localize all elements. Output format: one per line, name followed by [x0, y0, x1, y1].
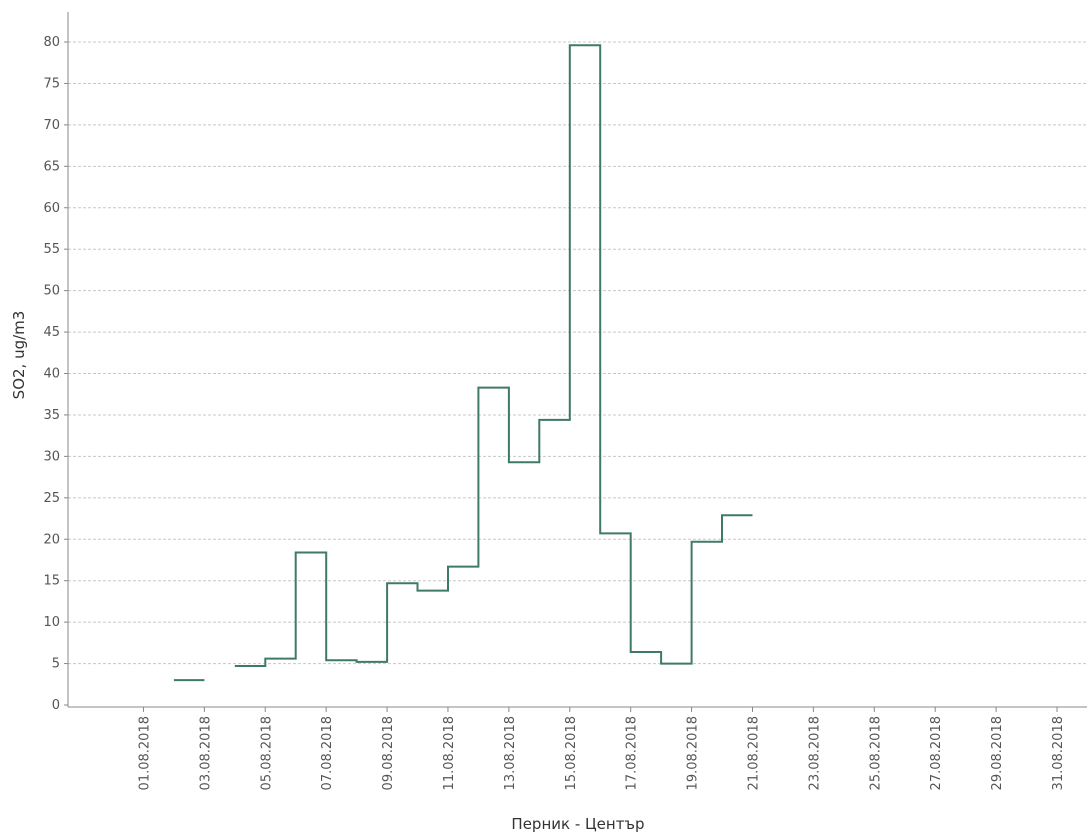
y-axis: 0 5 10 15 20 25 30 35 40 45 50 55 60 65 70 75 80 [43, 12, 69, 713]
series-path [173, 44, 753, 682]
x-tick-label: 13.08.2018 [503, 716, 518, 790]
x-tick-label: 05.08.2018 [259, 716, 274, 790]
y-tick-label: 25 [43, 491, 60, 506]
y-tick-label: 50 [43, 284, 60, 299]
grid-lines [68, 41, 1087, 665]
x-tick-label: 15.08.2018 [564, 716, 579, 790]
y-tick-label: 15 [43, 574, 60, 589]
y-tick-label: 0 [52, 698, 60, 713]
x-tick-label: 31.08.2018 [1051, 716, 1066, 790]
y-tick-label: 55 [43, 242, 60, 257]
x-tick-label: 17.08.2018 [625, 716, 640, 790]
x-axis-title: Перник - Център [511, 815, 644, 833]
y-tick-label: 30 [43, 449, 60, 464]
x-tick-label: 23.08.2018 [807, 716, 822, 790]
y-tick-label: 75 [43, 76, 60, 91]
series-line [173, 44, 753, 682]
x-tick-label: 09.08.2018 [381, 716, 396, 790]
y-tick-label: 80 [43, 35, 60, 50]
x-tick-label: 03.08.2018 [198, 716, 213, 790]
y-tick-label: 40 [43, 367, 60, 382]
y-tick-label: 70 [43, 118, 60, 133]
x-tick-label: 07.08.2018 [320, 716, 335, 790]
y-tick-label: 60 [43, 201, 60, 216]
x-tick-label: 27.08.2018 [929, 716, 944, 790]
x-axis: 01.08.2018 03.08.2018 05.08.2018 07.08.2018… [68, 706, 1087, 790]
y-tick-label: 5 [52, 657, 60, 672]
y-tick-label: 20 [43, 532, 60, 547]
x-tick-label: 19.08.2018 [686, 716, 701, 790]
y-tick-label: 45 [43, 325, 60, 340]
y-tick-label: 65 [43, 159, 60, 174]
x-tick-label: 29.08.2018 [990, 716, 1005, 790]
x-tick-label: 25.08.2018 [868, 716, 883, 790]
y-tick-label: 35 [43, 408, 60, 423]
y-tick-label: 10 [43, 615, 60, 630]
y-axis-title: SO2, ug/m3 [10, 311, 28, 400]
x-tick-label: 01.08.2018 [137, 716, 152, 790]
x-tick-label: 21.08.2018 [746, 716, 761, 790]
x-tick-label: 11.08.2018 [442, 716, 457, 790]
